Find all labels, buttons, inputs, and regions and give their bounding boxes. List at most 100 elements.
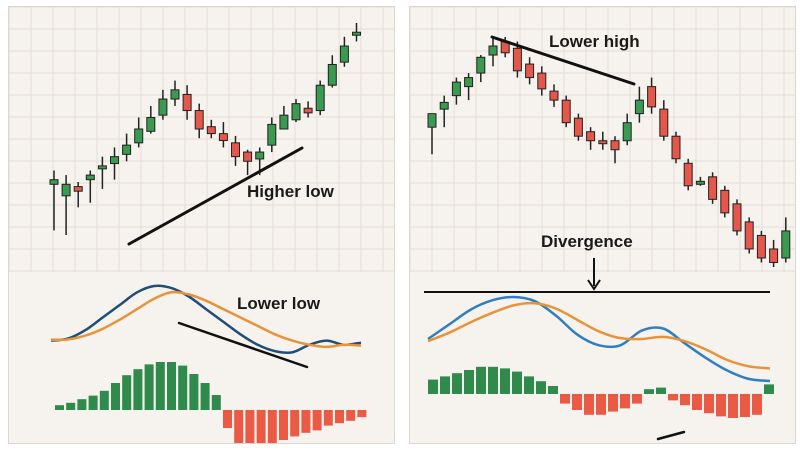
bearish-candle — [537, 72, 547, 90]
histogram-bar-positive — [524, 376, 534, 394]
left-chart-panel: Higher low Lower low — [8, 6, 395, 444]
bullish-candle — [427, 113, 437, 128]
bullish-candle — [97, 165, 107, 170]
bearish-candle — [73, 186, 83, 192]
bullish-candle — [267, 123, 277, 146]
histogram-bar-positive — [536, 381, 546, 394]
bearish-candle — [586, 131, 596, 142]
lower-low-label: Lower low — [237, 294, 321, 313]
histogram-bar-positive — [122, 375, 132, 410]
macd-line — [427, 295, 771, 383]
histogram-bar-negative — [290, 410, 300, 437]
bearish-candle — [206, 126, 216, 135]
bullish-candle — [110, 156, 119, 165]
bullish-candle — [695, 180, 705, 185]
bearish-candle — [549, 90, 559, 101]
bearish-candle — [720, 189, 730, 214]
signal-line — [50, 290, 362, 349]
bullish-candle — [255, 151, 265, 160]
bullish-candle — [279, 114, 289, 130]
bullish-candle — [781, 230, 791, 259]
bearish-candle — [744, 221, 754, 250]
bullish-candle — [488, 45, 498, 56]
histogram-bar-negative — [234, 410, 244, 443]
bullish-candle — [61, 183, 71, 197]
histogram-bar-positive — [428, 379, 438, 394]
histogram-bar-positive — [488, 366, 498, 394]
higher-low-trendline — [127, 146, 304, 246]
histogram-bar-negative — [584, 394, 594, 415]
bullish-candle — [291, 103, 301, 121]
bearish-candle — [561, 99, 571, 124]
right-chart-panel: Lower high Divergence — [409, 6, 796, 444]
histogram-bar-positive — [88, 395, 98, 410]
histogram-bar-positive — [55, 405, 64, 410]
left-candles — [49, 23, 361, 235]
histogram-bar-positive — [464, 370, 474, 394]
bullish-candle — [451, 81, 461, 97]
bearish-candle — [732, 203, 742, 232]
histogram-bar-positive — [440, 376, 450, 394]
bearish-candle — [512, 47, 522, 72]
histogram-bar-negative — [245, 410, 255, 443]
bearish-candle — [182, 93, 192, 112]
histogram-bar-positive — [656, 387, 666, 394]
histogram-bar-negative — [279, 410, 288, 440]
bullish-candle — [476, 56, 486, 74]
histogram-bar-negative — [596, 394, 606, 415]
histogram-bar-negative — [668, 394, 678, 401]
bearish-candle — [610, 140, 620, 151]
divergence-label: Divergence — [541, 232, 633, 251]
histogram-bar-negative — [752, 394, 762, 415]
histogram-bar-positive — [512, 371, 522, 394]
signal-line — [427, 301, 771, 370]
left-macd-lines — [50, 284, 362, 355]
histogram-bar-positive — [764, 384, 774, 394]
right-macd-lines — [427, 295, 771, 383]
bullish-candle — [464, 77, 474, 88]
bearish-candle — [756, 234, 766, 259]
bearish-candle — [525, 63, 535, 79]
right-grid — [410, 7, 795, 272]
right-chart-svg: Lower high Divergence — [410, 7, 795, 441]
histogram-bar-negative — [357, 410, 367, 418]
histogram-bar-positive — [189, 374, 199, 410]
histogram-bar-positive — [133, 369, 143, 410]
histogram-bar-negative — [256, 410, 266, 443]
histogram-bar-negative — [728, 394, 738, 418]
lower-high-label: Lower high — [549, 32, 640, 51]
bearish-candle — [671, 135, 681, 160]
histogram-bar-negative — [223, 410, 232, 428]
right-histogram — [428, 366, 774, 418]
histogram-bar-negative — [267, 410, 277, 443]
histogram-bar-positive — [200, 383, 210, 410]
bullish-candle — [352, 31, 361, 36]
histogram-bar-negative — [301, 410, 311, 433]
bearish-candle — [243, 151, 253, 162]
bullish-candle — [622, 122, 632, 142]
left-chart-svg: Higher low Lower low — [9, 7, 394, 443]
left-grid — [9, 7, 394, 272]
bullish-candle — [158, 98, 168, 116]
bearish-candle — [659, 108, 669, 137]
left-histogram — [55, 362, 367, 443]
histogram-bar-negative — [335, 410, 344, 424]
bullish-candle — [327, 63, 337, 86]
bullish-candle — [146, 116, 156, 132]
histogram-bar-positive — [155, 362, 165, 410]
histogram-bar-negative — [716, 394, 726, 417]
higher-low-label: Higher low — [247, 182, 335, 201]
bullish-candle — [85, 174, 95, 181]
bearish-candle — [598, 140, 608, 145]
histogram-bar-negative — [312, 410, 322, 431]
histogram-bar-positive — [476, 366, 486, 394]
histogram-bar-negative — [608, 394, 618, 412]
histogram-bar-negative — [620, 394, 630, 409]
histogram-bar-negative — [560, 394, 570, 404]
histogram-bar-negative — [323, 410, 333, 426]
histogram-bar-negative — [740, 394, 750, 418]
histogram-bar-positive — [77, 399, 87, 410]
divergence-arrow-head — [587, 279, 601, 291]
bearish-candle — [708, 176, 718, 200]
bearish-candle — [218, 133, 228, 142]
